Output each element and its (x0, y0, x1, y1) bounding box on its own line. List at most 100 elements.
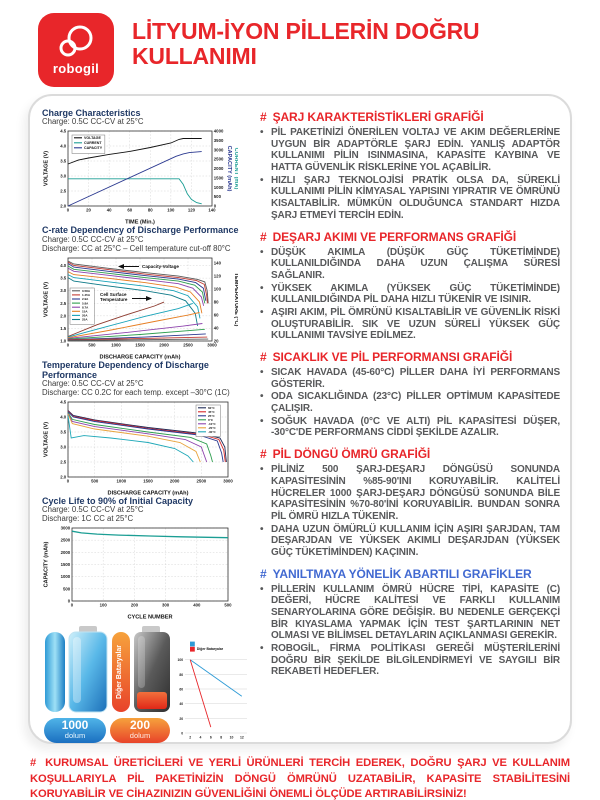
good-cycles-value: 1000 (62, 718, 89, 732)
svg-text:100: 100 (178, 659, 184, 663)
battery-graphic: Diğer Bataryalar 1000 dolum 200 dolum (44, 626, 170, 744)
svg-text:1500: 1500 (61, 562, 71, 567)
svg-text:80: 80 (214, 299, 219, 304)
bullet-item: • PİLLERİN KULLANIM ÖMRÜ HÜCRE TİPİ, KAPA… (260, 583, 560, 642)
svg-text:CAPACITY: CAPACITY (84, 146, 103, 150)
svg-text:60: 60 (214, 312, 219, 317)
svg-text:4.0: 4.0 (60, 415, 67, 420)
bullet-marker: • (260, 127, 264, 138)
hash-mark: # (30, 757, 37, 769)
svg-text:VOLTAGE: VOLTAGE (84, 136, 101, 140)
svg-text:25A: 25A (82, 317, 88, 321)
svg-text:0: 0 (181, 732, 183, 736)
svg-text:4.0: 4.0 (60, 263, 67, 268)
svg-text:1000: 1000 (61, 575, 71, 580)
bullet-marker: • (260, 643, 264, 655)
bullet-marker: • (260, 583, 264, 595)
chart-subtitle: Discharge: 1C CC at 25°C (42, 514, 134, 524)
svg-text:500: 500 (224, 603, 232, 608)
section-heading: # SICAKLIK VE PİL PERFORMANSI GRAFİĞİ (260, 350, 513, 364)
chart-crate-discharge: C-rate Dependency of Discharge Performan… (42, 225, 250, 359)
svg-text:3000: 3000 (207, 342, 217, 347)
svg-text:1.5: 1.5 (60, 325, 67, 330)
good-cycles-unit: dolum (65, 731, 85, 740)
svg-text:20: 20 (214, 338, 219, 343)
chart-title: Cycle Life to 90% of Initial Capacity (42, 496, 194, 507)
svg-text:400: 400 (193, 603, 201, 608)
chart-subtitle: Charge: 0.5C CC-CV at 25°C (42, 379, 144, 389)
svg-text:3.5: 3.5 (60, 159, 67, 164)
bullet-item: • DAHA UZUN ÖMÜRLÜ KULLANIM İÇİN AŞIRI ŞA… (260, 523, 560, 558)
svg-text:1000: 1000 (214, 185, 224, 190)
svg-text:2000: 2000 (170, 479, 180, 484)
bullet-marker: • (260, 174, 264, 186)
svg-text:2500: 2500 (214, 157, 224, 162)
hash-mark: # (260, 110, 267, 124)
bad-cycles-unit: dolum (130, 731, 150, 740)
svg-text:500: 500 (88, 342, 96, 347)
chart-subtitle: Discharge: CC 0.2C for each temp. except… (42, 388, 230, 398)
comparison-chart: 2 4 6 8 10 12 0 20 40 60 80 100 Diğer Bataryalar (178, 641, 247, 740)
section-heading: # YANILTMAYA YÖNELİK ABARTILI GRAFİKLER (260, 566, 532, 581)
temperature-chart: 0 500 1000 1500 2000 2500 3000 2.0 2.5 3.0 3.5 4.0 4… (44, 400, 234, 497)
cycle-life-chart: 0 100 200 300 400 500 0 500 1000 1500 2000 2500 3000… (44, 526, 233, 621)
hash-mark: # (260, 566, 267, 581)
bullet-item: • YÜKSEK AKIMLA (YÜKSEK GÜÇ TÜKETİMİNDE) … (260, 282, 560, 306)
other-batteries-capsule (112, 632, 130, 713)
svg-text:0: 0 (71, 603, 74, 608)
svg-text:3.0: 3.0 (60, 445, 67, 450)
svg-text:CAPACITY (mAh): CAPACITY (mAh) (44, 542, 50, 588)
section-yaniltici-grafikler: # YANILTMAYA YÖNELİK ABARTILI GRAFİKLER •… (260, 567, 560, 679)
svg-text:80: 80 (179, 673, 183, 677)
bad-battery-level (137, 692, 167, 710)
svg-text:-20°C: -20°C (208, 426, 217, 430)
charge-chart: 0 20 40 60 80 100 120 140 2.0 2.5 3.0 3.5 4.0 4.5 0 500… (44, 129, 239, 226)
svg-text:500: 500 (214, 194, 222, 199)
hash-mark: # (260, 447, 267, 462)
svg-text:8.7A: 8.7A (82, 305, 89, 309)
hash-mark: # (260, 350, 267, 364)
svg-text:8: 8 (220, 736, 222, 740)
svg-text:1000: 1000 (111, 342, 121, 347)
svg-text:-10°C: -10°C (208, 422, 217, 426)
svg-text:2.0: 2.0 (60, 313, 67, 318)
bullet-item: • DÜŞÜK AKIMLA (DÜŞÜK GÜÇ TÜKETİMİNDE) KU… (260, 246, 560, 281)
svg-text:4: 4 (200, 736, 202, 740)
section-heading: # ŞARJ KARAKTERİSTİKLERİ GRAFİĞİ (260, 110, 484, 124)
svg-text:3.0: 3.0 (60, 174, 67, 179)
chart-charge-characteristics: Charge Characteristics Charge: 0.5C CC-C… (42, 108, 250, 225)
content-card: Charge Characteristics Charge: 0.5C CC-C… (28, 94, 572, 744)
section-desarj-akimi: # DEŞARJ AKIMI VE PERFORMANS GRAFİĞİ • DÜŞ… (260, 230, 560, 343)
svg-text:CYCLE NUMBER: CYCLE NUMBER (127, 615, 172, 621)
svg-text:1500: 1500 (135, 342, 145, 347)
svg-text:1.45A: 1.45A (82, 293, 91, 297)
svg-text:1500: 1500 (214, 176, 224, 181)
svg-text:15A: 15A (82, 309, 88, 313)
svg-text:2.9A: 2.9A (82, 297, 89, 301)
bad-cycles-pill (110, 718, 170, 744)
chart-subtitle: Charge: 0.5C CC-CV at 25°C (42, 505, 144, 515)
svg-text:CURRENT (mA): CURRENT (mA) (233, 148, 238, 190)
svg-text:1500: 1500 (143, 479, 153, 484)
svg-text:100: 100 (167, 208, 175, 213)
bullet-marker: • (260, 391, 264, 403)
robogil-circles-icon (59, 25, 93, 57)
good-battery-body (68, 631, 108, 713)
svg-text:40: 40 (214, 325, 219, 330)
svg-text:VOLTAGE (V): VOLTAGE (V) (44, 422, 50, 457)
bullet-item: • AŞIRI AKIM, PİL ÖMRÜNÜ KISALTABİLİR VE … (260, 306, 560, 342)
svg-text:DISCHARGE CAPACITY (mAh): DISCHARGE CAPACITY (mAh) (108, 491, 189, 497)
bullet-marker: • (260, 367, 264, 378)
svg-text:Temperature: Temperature (100, 297, 128, 302)
text-column: # ŞARJ KARAKTERİSTİKLERİ GRAFİĞİ • PİL PAK… (260, 108, 560, 736)
bad-cycles-value: 200 (130, 718, 150, 732)
svg-text:2: 2 (189, 736, 191, 740)
svg-text:80: 80 (148, 208, 153, 213)
svg-text:-30°C: -30°C (208, 430, 217, 434)
other-batteries-vertical-label: Diğer Bataryalar (116, 645, 123, 699)
section-dongu-omru: # PİL DÖNGÜ ÖMRÜ GRAFİĞİ • PİLİNİZ 500 ŞAR… (260, 447, 560, 559)
chart-subtitle: Charge: 0.5C CC-CV at 25°C (42, 117, 144, 127)
good-cycles-pill (44, 718, 106, 744)
svg-text:4000: 4000 (214, 129, 224, 134)
